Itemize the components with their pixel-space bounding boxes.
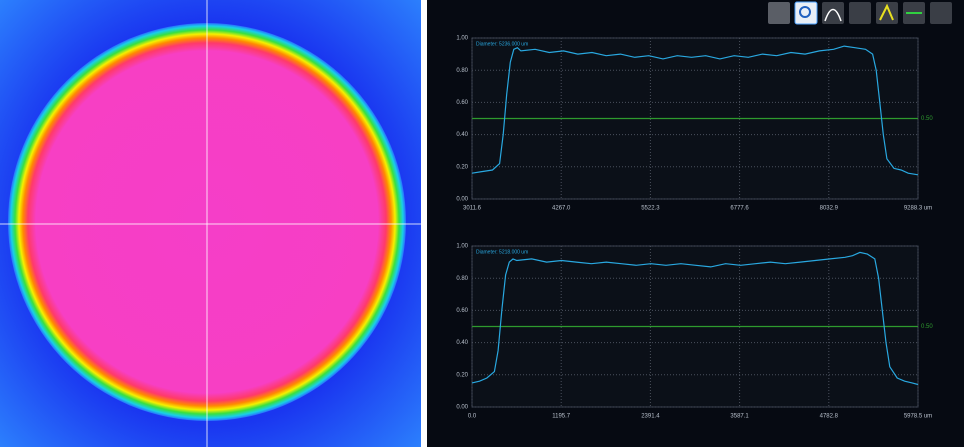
profile-button[interactable] <box>822 2 844 24</box>
x-tick-label: 3011.6 <box>463 206 482 212</box>
width-button[interactable] <box>930 2 952 24</box>
legend-label: Diameter: 5236.000 um <box>476 41 528 47</box>
x-tick-label: 1195.7 <box>552 414 571 420</box>
legend-label: Diameter: 5218.000 um <box>476 249 528 255</box>
profile-icon <box>824 8 842 22</box>
profile-line <box>471 251 919 386</box>
toolbar <box>768 1 952 25</box>
x-tick-label: 3587.1 <box>730 414 749 420</box>
x-tick-label: 4782.8 <box>820 414 839 420</box>
x-tick-label: 5978.5 um <box>904 414 932 420</box>
y-tick-label: 0.00 <box>456 197 468 203</box>
threshold-label: 0.50 <box>921 116 933 122</box>
x-tick-label: 0.0 <box>468 414 477 420</box>
y-tick-label: 0.60 <box>456 100 468 106</box>
y-tick-label: 0.20 <box>456 164 468 170</box>
profile-line <box>471 45 919 176</box>
y-tick-label: 0.40 <box>456 132 468 138</box>
x-tick-label: 2391.4 <box>641 414 660 420</box>
zoom-icon <box>799 6 811 18</box>
y-tick-label: 1.00 <box>456 36 468 42</box>
threshold-label: 0.50 <box>921 324 933 330</box>
y-tick-label: 0.80 <box>456 68 468 74</box>
beam-image <box>0 0 421 447</box>
y-tick-label: 0.60 <box>456 308 468 314</box>
y-tick-label: 1.00 <box>456 244 468 250</box>
fit-icon <box>879 3 894 21</box>
y-tick-label: 0.00 <box>456 405 468 411</box>
zoom-button[interactable] <box>794 1 818 25</box>
x-tick-label: 4267.0 <box>552 206 571 212</box>
log-button[interactable] <box>849 2 871 24</box>
y-tick-label: 0.40 <box>456 340 468 346</box>
print-button[interactable] <box>768 2 790 24</box>
x-tick-label: 6777.6 <box>730 206 749 212</box>
x-tick-label: 8032.9 <box>820 206 839 212</box>
y-tick-label: 0.20 <box>456 372 468 378</box>
y-tick-label: 0.80 <box>456 276 468 282</box>
x-tick-label: 9288.3 um <box>904 206 932 212</box>
x-tick-label: 5522.3 <box>641 206 660 212</box>
